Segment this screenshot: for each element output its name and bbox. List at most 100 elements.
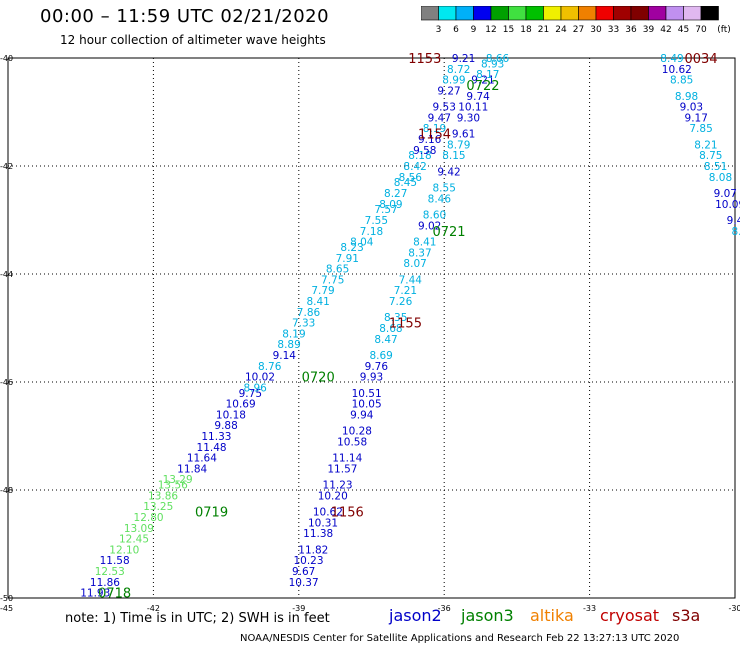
wave-height-value: 9.17 (685, 112, 708, 124)
pass-time-label: 0034 (685, 52, 718, 67)
color-scale-tick: 18 (520, 25, 532, 35)
wave-height-value: 11.57 (327, 463, 357, 475)
wave-height-value: 8.07 (403, 258, 426, 270)
wave-height-value: 11.14 (332, 453, 362, 465)
wave-height-value: 8.08 (709, 172, 732, 184)
wave-height-value: 9.4 (727, 215, 740, 227)
wave-height-value: 7.57 (374, 204, 397, 216)
wave-height-value: 8.19 (423, 123, 446, 135)
wave-height-value: 8.75 (699, 150, 722, 162)
wave-height-value: 11.23 (323, 480, 353, 492)
wave-height-value: 9.58 (413, 145, 436, 157)
y-tick-label: -48 (0, 486, 13, 495)
wave-height-value: 8.49 (660, 53, 683, 65)
color-scale-tick: 39 (643, 25, 655, 35)
wave-height-value: 8.37 (408, 247, 431, 259)
pass-time-label: 0720 (302, 371, 335, 386)
wave-height-value: 10.62 (662, 64, 692, 76)
pass-time-label: 1155 (389, 317, 422, 332)
wave-height-value: 8.27 (384, 188, 407, 200)
wave-height-value: 12.45 (119, 534, 149, 546)
wave-height-value: 8.21 (694, 139, 717, 151)
wave-height-value: 7.18 (360, 226, 383, 238)
wave-height-value: 9.93 (360, 372, 383, 384)
y-tick-label: -42 (0, 162, 13, 171)
wave-height-value: 8.66 (486, 53, 510, 65)
wave-height-value: 10.11 (458, 102, 488, 114)
color-scale-tick: 36 (625, 25, 637, 35)
color-scale-tick: 12 (485, 25, 496, 35)
legend-s3a: s3a (672, 606, 701, 625)
wave-height-value: 8.56 (399, 172, 423, 184)
color-scale-swatch (700, 6, 719, 21)
wave-height-value: 9.74 (466, 91, 490, 103)
wave-height-value: 10.05 (352, 399, 382, 411)
wave-height-value: 8.17 (476, 69, 499, 81)
wave-height-value: 8.09 (379, 199, 402, 211)
wave-height-value: 9.67 (292, 566, 315, 578)
wave-height-value: 8.04 (350, 237, 374, 249)
wave-height-value: 11.38 (303, 528, 333, 540)
wave-height-value: 8.89 (277, 339, 300, 351)
pass-time-label: 1156 (331, 506, 364, 521)
wave-height-value: 8.69 (369, 350, 392, 362)
wave-height-value: 8.60 (423, 210, 446, 222)
wave-height-value: 9.94 (350, 409, 374, 421)
map-title: 00:00 – 11:59 UTC 02/21/2020 (40, 6, 330, 27)
wave-height-value: 13.86 (148, 490, 178, 502)
wave-height-value: 7.85 (689, 123, 712, 135)
wave-height-value: 8.93 (481, 58, 504, 70)
wave-height-value: 9.53 (433, 102, 456, 114)
wave-height-value: 8.68 (379, 323, 402, 335)
x-tick-label: -30 (728, 604, 740, 613)
wave-height-value: 7.79 (311, 285, 334, 297)
color-scale-tick: 27 (573, 25, 584, 35)
legend-jason3: jason3 (461, 606, 514, 625)
wave-height-value: 7.91 (336, 253, 359, 265)
x-tick-label: -45 (0, 604, 13, 613)
color-scale-tick: 45 (678, 25, 689, 35)
wave-height-value: 8.79 (447, 139, 470, 151)
color-scale-tick: 6 (453, 25, 459, 35)
y-tick-label: -40 (0, 54, 13, 63)
map-frame (7, 57, 736, 599)
wave-height-value: 13.09 (124, 523, 154, 535)
wave-height-value: 8.98 (675, 91, 698, 103)
wave-height-value: 8.19 (282, 328, 305, 340)
wave-height-value: 11.58 (100, 555, 130, 567)
wave-height-value: 10.37 (289, 577, 319, 589)
wave-height-value: 8.55 (433, 183, 456, 195)
color-scale-tick: 21 (538, 25, 549, 35)
pass-time-label: 1153 (408, 52, 441, 67)
wave-height-value: 9.27 (437, 85, 460, 97)
y-tick-label: -44 (0, 270, 13, 279)
wave-height-value: 7.55 (365, 215, 388, 227)
pass-time-label: 0721 (432, 225, 465, 240)
wave-height-value: 11.64 (187, 453, 217, 465)
wave-height-value: 9.42 (437, 166, 460, 178)
wave-height-value: 9.61 (452, 129, 475, 141)
wave-height-value: 8.65 (326, 264, 349, 276)
wave-height-value: 8.35 (384, 312, 407, 324)
wave-height-value: 13.56 (158, 480, 188, 492)
wave-height-value: 8.47 (374, 334, 397, 346)
wave-height-value: 12.80 (134, 512, 164, 524)
wave-height-value: 9.88 (214, 420, 237, 432)
wave-height-value: 8.76 (258, 361, 282, 373)
wave-height-value: 10.69 (226, 399, 256, 411)
color-scale-bar: 3 6 9 12 15 18 21 24 27 30 33 36 39 42 45 70 (ft) (421, 6, 731, 35)
map-subtitle: 12 hour collection of altimeter wave hei… (60, 33, 326, 47)
legend-cryosat: cryosat (600, 606, 660, 625)
legend-altika: altika (530, 606, 574, 625)
wave-height-value: 10.18 (216, 409, 246, 421)
legend-jason2: jason2 (389, 606, 442, 625)
color-scale-tick: 24 (555, 25, 567, 35)
wave-height-value: 10.58 (337, 436, 367, 448)
wave-height-value: 11.33 (201, 431, 231, 443)
wave-height-value: 10.02 (245, 372, 275, 384)
wave-height-value: 11.86 (90, 577, 120, 589)
wave-height-value: 11.48 (197, 442, 227, 454)
x-tick-label: -33 (583, 604, 596, 613)
wave-height-value: 12.53 (95, 566, 125, 578)
wave-height-value: 9.02 (418, 220, 441, 232)
